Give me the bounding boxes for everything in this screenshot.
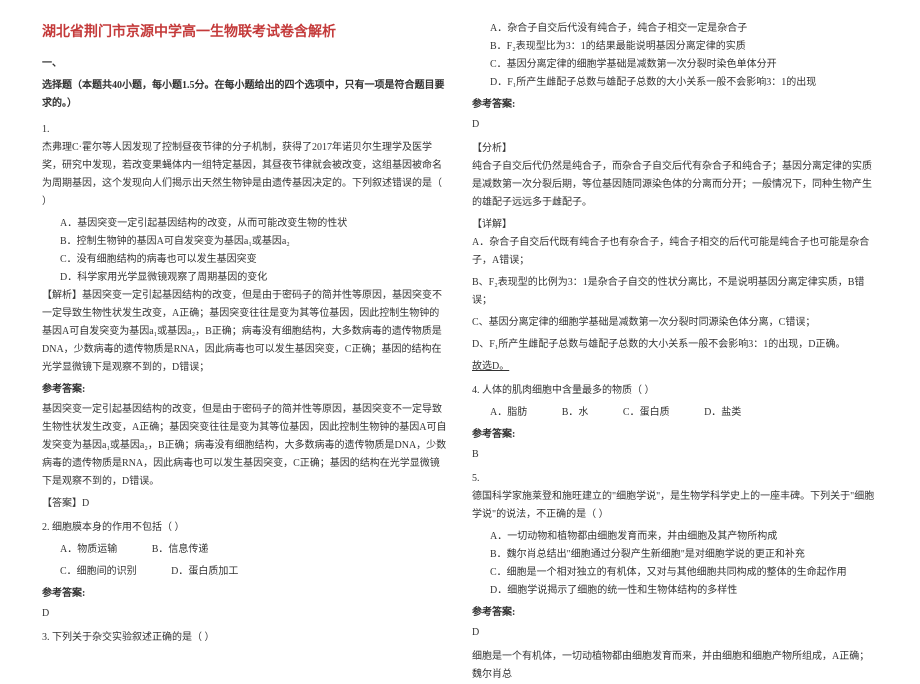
analysis-label: 【解析】 — [42, 290, 82, 301]
q5-num: 5. — [472, 470, 878, 488]
q1-opt-a: A．基因突变一定引起基因结构的改变，从而可能改变生物的性状 — [60, 215, 448, 233]
section-head: 一、 — [42, 55, 448, 73]
q5-answer-val: D — [472, 624, 878, 642]
q5-answer-label: 参考答案: — [472, 604, 878, 622]
page-title: 湖北省荆门市京源中学高一生物联考试卷含解析 — [42, 20, 448, 45]
q5-opt-b: B．魏尔肖总结出"细胞通过分裂产生新细胞"是对细胞学说的更正和补充 — [490, 546, 878, 564]
right-column: A．杂合子自交后代没有纯合子，纯合子相交一定是杂合子 B．F₂表现型比为3：1的… — [460, 20, 890, 631]
q5-text: 德国科学家施莱登和施旺建立的"细胞学说"，是生物学科学史上的一座丰碑。下列关于"… — [472, 488, 878, 524]
q4-opt-c: C．蛋白质 — [623, 404, 670, 422]
question-2: 2. 细胞膜本身的作用不包括（ ） A．物质运输 B．信息传递 C．细胞间的识别… — [42, 519, 448, 623]
q3-pick: 故选D。 — [472, 358, 878, 376]
q1-num: 1. — [42, 121, 448, 139]
q3-text: 3. 下列关于杂交实验叙述正确的是（ ） — [42, 629, 448, 647]
q1-answer-tag: 【答案】D — [42, 495, 448, 513]
q1-opt-c: C．没有细胞结构的病毒也可以发生基因突变 — [60, 251, 448, 269]
question-5: 5. 德国科学家施莱登和施旺建立的"细胞学说"，是生物学科学史上的一座丰碑。下列… — [472, 470, 878, 684]
q5-opt-d: D．细胞学说揭示了细胞的统一性和生物体结构的多样性 — [490, 582, 878, 600]
q3-opt-b: B．F₂表现型比为3：1的结果最能说明基因分离定律的实质 — [490, 38, 878, 56]
q4-opt-a: A．脂肪 — [490, 404, 527, 422]
q1-opt-b: B．控制生物钟的基因A可自发突变为基因a₁或基因a₂ — [60, 233, 448, 251]
q3-detail-c: C、基因分离定律的细胞学基础是减数第一次分裂时同源染色体分离，C错误； — [472, 314, 878, 332]
question-1: 1. 杰弗理C·霍尔等人因发现了控制昼夜节律的分子机制，获得了2017年诺贝尔生… — [42, 121, 448, 513]
q1-analysis-text: 基因突变一定引起基因结构的改变，但是由于密码子的简并性等原因，基因突变不一定导致… — [42, 290, 442, 373]
q3-opt-a: A．杂合子自交后代没有纯合子，纯合子相交一定是杂合子 — [490, 20, 878, 38]
q4-opt-b: B．水 — [562, 404, 589, 422]
q3-analysis-label: 【分析】 — [472, 140, 878, 158]
q3-detail-label: 【详解】 — [472, 216, 878, 234]
q5-analysis: 细胞是一个有机体，一切动植物都由细胞发育而来，并由细胞和细胞产物所组成，A正确；… — [472, 648, 878, 684]
q5-opt-c: C．细胞是一个相对独立的有机体，又对与其他细胞共同构成的整体的生命起作用 — [490, 564, 878, 582]
q2-opt-d: D．蛋白质加工 — [171, 563, 238, 581]
q1-answer-label: 参考答案: — [42, 381, 448, 399]
instruction-text: 选择题（本题共40小题，每小题1.5分。在每小题给出的四个选项中，只有一项是符合… — [42, 77, 448, 113]
q5-opt-a: A．一切动物和植物都由细胞发育而来，并由细胞及其产物所构成 — [490, 528, 878, 546]
q3-detail-d: D、F₁所产生雌配子总数与雄配子总数的大小关系一般不会影响3：1的出现，D正确。 — [472, 336, 878, 354]
q4-opt-d: D．盐类 — [704, 404, 741, 422]
q1-opt-d: D．科学家用光学显微镜观察了周期基因的变化 — [60, 269, 448, 287]
q3-answer-val: D — [472, 116, 878, 134]
q4-answer-val: B — [472, 446, 878, 464]
question-4: 4. 人体的肌肉细胞中含量最多的物质（ ） A．脂肪 B．水 C．蛋白质 D．盐… — [472, 382, 878, 464]
question-3-opts: A．杂合子自交后代没有纯合子，纯合子相交一定是杂合子 B．F₂表现型比为3：1的… — [472, 20, 878, 376]
q3-answer-label: 参考答案: — [472, 96, 878, 114]
question-3-stem: 3. 下列关于杂交实验叙述正确的是（ ） — [42, 629, 448, 647]
q2-opt-a: A．物质运输 — [60, 541, 117, 559]
q3-opt-d: D．F₁所产生雌配子总数与雄配子总数的大小关系一般不会影响3：1的出现 — [490, 74, 878, 92]
q2-answer-label: 参考答案: — [42, 585, 448, 603]
q2-text: 2. 细胞膜本身的作用不包括（ ） — [42, 519, 448, 537]
q2-options-row2: C．细胞间的识别 D．蛋白质加工 — [60, 563, 448, 581]
q4-options: A．脂肪 B．水 C．蛋白质 D．盐类 — [490, 404, 878, 422]
q3-detail-b: B、F₂表现型的比例为3：1是杂合子自交的性状分离比，不是说明基因分离定律实质，… — [472, 274, 878, 310]
q2-opt-c: C．细胞间的识别 — [60, 563, 137, 581]
q4-text: 4. 人体的肌肉细胞中含量最多的物质（ ） — [472, 382, 878, 400]
q2-options-row1: A．物质运输 B．信息传递 — [60, 541, 448, 559]
q1-answer-text: 基因突变一定引起基因结构的改变，但是由于密码子的简并性等原因，基因突变不一定导致… — [42, 401, 448, 491]
q3-detail-a: A．杂合子自交后代既有纯合子也有杂合子，纯合子相交的后代可能是纯合子也可能是杂合… — [472, 234, 878, 270]
left-column: 湖北省荆门市京源中学高一生物联考试卷含解析 一、 选择题（本题共40小题，每小题… — [30, 20, 460, 631]
q3-opt-c: C．基因分离定律的细胞学基础是减数第一次分裂时染色单体分开 — [490, 56, 878, 74]
q1-analysis: 【解析】基因突变一定引起基因结构的改变，但是由于密码子的简并性等原因，基因突变不… — [42, 287, 448, 377]
q4-answer-label: 参考答案: — [472, 426, 878, 444]
q2-answer-val: D — [42, 605, 448, 623]
q3-analysis: 纯合子自交后代仍然是纯合子，而杂合子自交后代有杂合子和纯合子；基因分离定律的实质… — [472, 158, 878, 212]
q1-text: 杰弗理C·霍尔等人因发现了控制昼夜节律的分子机制，获得了2017年诺贝尔生理学及… — [42, 139, 448, 211]
q2-opt-b: B．信息传递 — [152, 541, 209, 559]
